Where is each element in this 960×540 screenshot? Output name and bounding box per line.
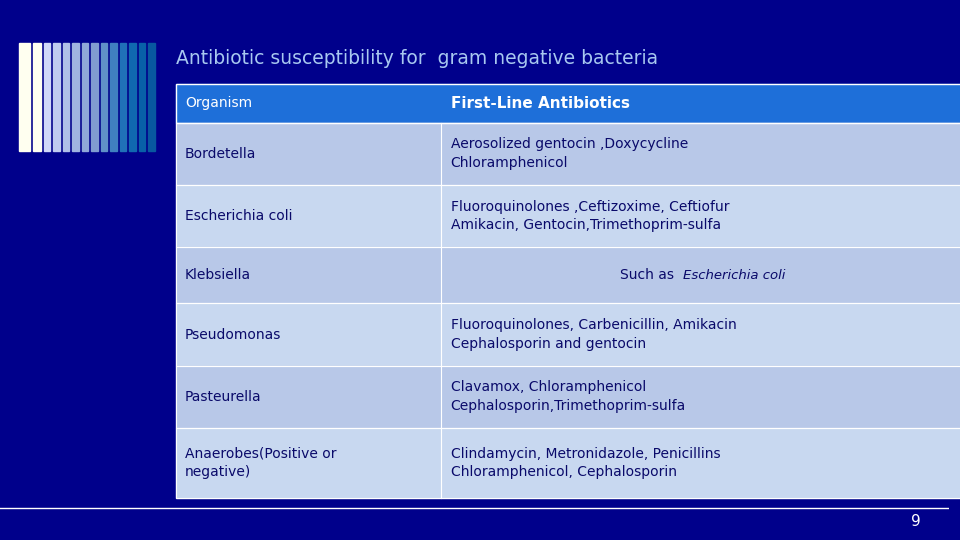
Bar xyxy=(176,123,960,185)
Bar xyxy=(176,84,960,123)
Bar xyxy=(176,84,960,123)
Bar xyxy=(176,123,960,185)
Text: Antibiotic susceptibility for  gram negative bacteria: Antibiotic susceptibility for gram negat… xyxy=(176,49,658,68)
Text: Escherichia coli: Escherichia coli xyxy=(185,209,293,222)
Text: Fluoroquinolones, Carbenicillin, Amikacin
Cephalosporin and gentocin: Fluoroquinolones, Carbenicillin, Amikaci… xyxy=(450,318,736,351)
Bar xyxy=(176,185,960,247)
Bar xyxy=(110,43,117,151)
Text: Clindamycin, Metronidazole, Penicillins
Chloramphenicol, Cephalosporin: Clindamycin, Metronidazole, Penicillins … xyxy=(450,447,720,479)
Bar xyxy=(176,185,960,247)
Text: Pseudomonas: Pseudomonas xyxy=(185,328,281,341)
Bar xyxy=(176,303,960,366)
Text: Pasteurella: Pasteurella xyxy=(185,390,262,403)
Bar xyxy=(72,43,79,151)
Text: Such as: Such as xyxy=(620,268,684,282)
Text: Fluoroquinolones ,Ceftizoxime, Ceftiofur
Amikacin, Gentocin,Trimethoprim-sulfa: Fluoroquinolones ,Ceftizoxime, Ceftiofur… xyxy=(450,199,730,232)
Bar xyxy=(176,366,960,428)
Bar xyxy=(62,43,69,151)
Bar xyxy=(176,428,960,498)
Text: Anaerobes(Positive or
negative): Anaerobes(Positive or negative) xyxy=(185,447,337,479)
Bar xyxy=(101,43,108,151)
Bar xyxy=(91,43,98,151)
Bar xyxy=(138,43,145,151)
Text: Klebsiella: Klebsiella xyxy=(185,268,252,282)
Text: Bordetella: Bordetella xyxy=(185,147,256,160)
Bar xyxy=(148,43,155,151)
Bar xyxy=(176,303,960,366)
Text: First-Line Antibiotics: First-Line Antibiotics xyxy=(450,96,630,111)
Bar xyxy=(43,43,50,151)
Text: Escherichia coli: Escherichia coli xyxy=(684,268,785,282)
Text: Aerosolized gentocin ,Doxycycline
Chloramphenicol: Aerosolized gentocin ,Doxycycline Chlora… xyxy=(450,137,688,170)
Bar xyxy=(176,247,960,303)
Bar xyxy=(19,43,31,151)
Bar xyxy=(176,366,960,428)
Bar xyxy=(120,43,126,151)
Text: Organism: Organism xyxy=(185,96,252,110)
Bar xyxy=(53,43,60,151)
Bar xyxy=(176,247,960,303)
Bar xyxy=(34,43,41,151)
Bar xyxy=(129,43,135,151)
Text: 9: 9 xyxy=(911,514,921,529)
Bar xyxy=(82,43,88,151)
Text: Clavamox, Chloramphenicol
Cephalosporin,Trimethoprim-sulfa: Clavamox, Chloramphenicol Cephalosporin,… xyxy=(450,380,686,413)
Bar xyxy=(176,428,960,498)
